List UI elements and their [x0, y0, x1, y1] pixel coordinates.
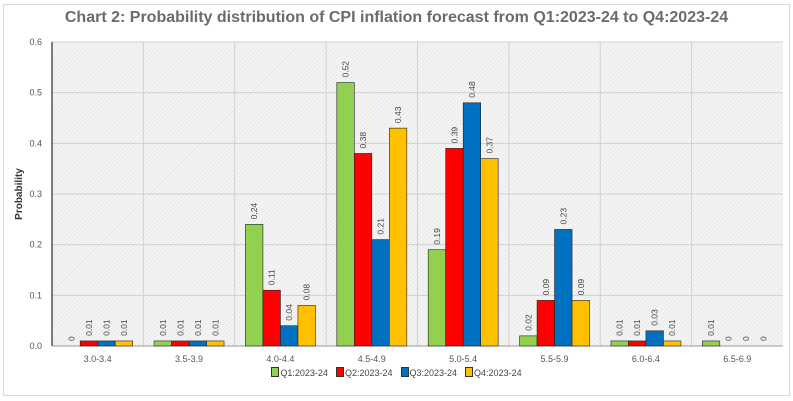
data-label: 0.01 [101, 319, 111, 336]
data-label: 0.03 [650, 309, 660, 326]
data-label: 0.48 [467, 81, 477, 98]
bar-q4-2023-24 [480, 158, 499, 347]
data-label: 0.01 [119, 319, 129, 336]
legend-label: Q3:2023-24 [409, 368, 458, 378]
bar-q1-2023-24 [610, 340, 629, 347]
data-label: 0.37 [484, 137, 494, 154]
bar-q4-2023-24 [663, 340, 682, 347]
bar-q1-2023-24 [702, 340, 721, 347]
data-label: 0.09 [576, 279, 586, 296]
data-label: 0.21 [376, 218, 386, 235]
bar-q1-2023-24 [427, 249, 446, 347]
x-tick-label: 3.5-3.9 [175, 354, 203, 364]
y-tick-label: 0.4 [29, 138, 42, 148]
bar-q1-2023-24 [336, 82, 355, 347]
data-label: 0 [724, 336, 734, 341]
bar-q3-2023-24 [645, 330, 664, 347]
data-label: 0.52 [341, 61, 351, 78]
data-label: 0.11 [267, 269, 277, 285]
legend: Q1:2023-24 Q2:2023-24 Q3:2023-24 Q4:2023-24 [0, 367, 793, 378]
legend-label: Q1:2023-24 [280, 368, 328, 378]
bar-q2-2023-24 [262, 289, 281, 347]
data-label: 0.08 [302, 284, 312, 301]
y-axis-label: Probability [14, 168, 25, 220]
bar-q2-2023-24 [171, 340, 190, 347]
data-label: 0.01 [158, 319, 168, 336]
bar-q3-2023-24 [280, 325, 299, 347]
data-label: 0.01 [210, 319, 220, 336]
bar-q2-2023-24 [445, 148, 464, 347]
data-label: 0.39 [449, 127, 459, 144]
bar-q3-2023-24 [97, 340, 116, 347]
x-tick-label: 5.5-5.9 [541, 354, 569, 364]
data-label: 0.23 [558, 208, 568, 225]
bar-q2-2023-24 [79, 340, 98, 347]
chart-title: Chart 2: Probability distribution of CPI… [64, 9, 729, 26]
y-tick-label: 0.5 [29, 88, 42, 98]
bar-q4-2023-24 [571, 300, 590, 347]
y-tick-label: 0.3 [29, 189, 42, 199]
data-label: 0.38 [358, 132, 368, 149]
x-tick-label: 6.5-6.9 [723, 354, 751, 364]
legend-swatch [335, 367, 344, 377]
data-label: 0.09 [541, 279, 551, 296]
x-tick-label: 4.5-4.9 [358, 354, 386, 364]
legend-item: Q4:2023-24 [465, 367, 522, 378]
bar-q2-2023-24 [354, 153, 373, 347]
bar-q3-2023-24 [188, 340, 207, 347]
data-label: 0.02 [523, 314, 533, 331]
data-label: 0 [759, 336, 769, 341]
bar-q1-2023-24 [153, 340, 172, 347]
x-tick-label: 5.0-5.4 [449, 354, 477, 364]
y-tick-label: 0.1 [29, 290, 42, 300]
legend-swatch [400, 367, 409, 377]
data-label: 0 [66, 336, 76, 341]
data-label: 0.01 [667, 319, 677, 336]
x-tick-label: 3.0-3.4 [84, 354, 112, 364]
data-label: 0.01 [632, 319, 642, 336]
legend-label: Q4:2023-24 [474, 368, 522, 378]
y-tick-label: 0.2 [29, 240, 42, 250]
x-tick-label: 6.0-6.4 [632, 354, 660, 364]
y-tick-label: 0.6 [29, 37, 42, 47]
data-label: 0.01 [193, 319, 203, 336]
bar-q3-2023-24 [371, 239, 390, 347]
bar-q3-2023-24 [554, 229, 573, 347]
legend-item: Q3:2023-24 [400, 367, 458, 378]
y-tick-label: 0.0 [29, 341, 42, 351]
x-tick-label: 4.0-4.4 [266, 354, 294, 364]
data-label: 0 [741, 336, 751, 341]
legend-swatch [465, 367, 474, 377]
data-label: 0.24 [249, 203, 259, 220]
bar-q4-2023-24 [114, 340, 133, 347]
bar-q3-2023-24 [462, 102, 481, 347]
data-label: 0.19 [432, 228, 442, 245]
legend-label: Q2:2023-24 [344, 368, 393, 378]
bar-q1-2023-24 [519, 335, 538, 347]
legend-item: Q1:2023-24 [271, 367, 328, 378]
data-label: 0.01 [84, 319, 94, 336]
data-label: 0.01 [706, 319, 716, 336]
bar-q1-2023-24 [245, 224, 264, 347]
bar-q2-2023-24 [628, 340, 647, 347]
data-label: 0.01 [615, 319, 625, 336]
bar-q4-2023-24 [389, 127, 408, 347]
data-label: 0.43 [393, 106, 403, 123]
data-label: 0.04 [284, 304, 294, 321]
bar-q4-2023-24 [297, 305, 316, 347]
bar-q2-2023-24 [536, 300, 555, 347]
legend-item: Q2:2023-24 [335, 367, 393, 378]
data-label: 0.01 [175, 319, 185, 336]
legend-swatch [271, 367, 280, 377]
bar-q4-2023-24 [206, 340, 225, 347]
